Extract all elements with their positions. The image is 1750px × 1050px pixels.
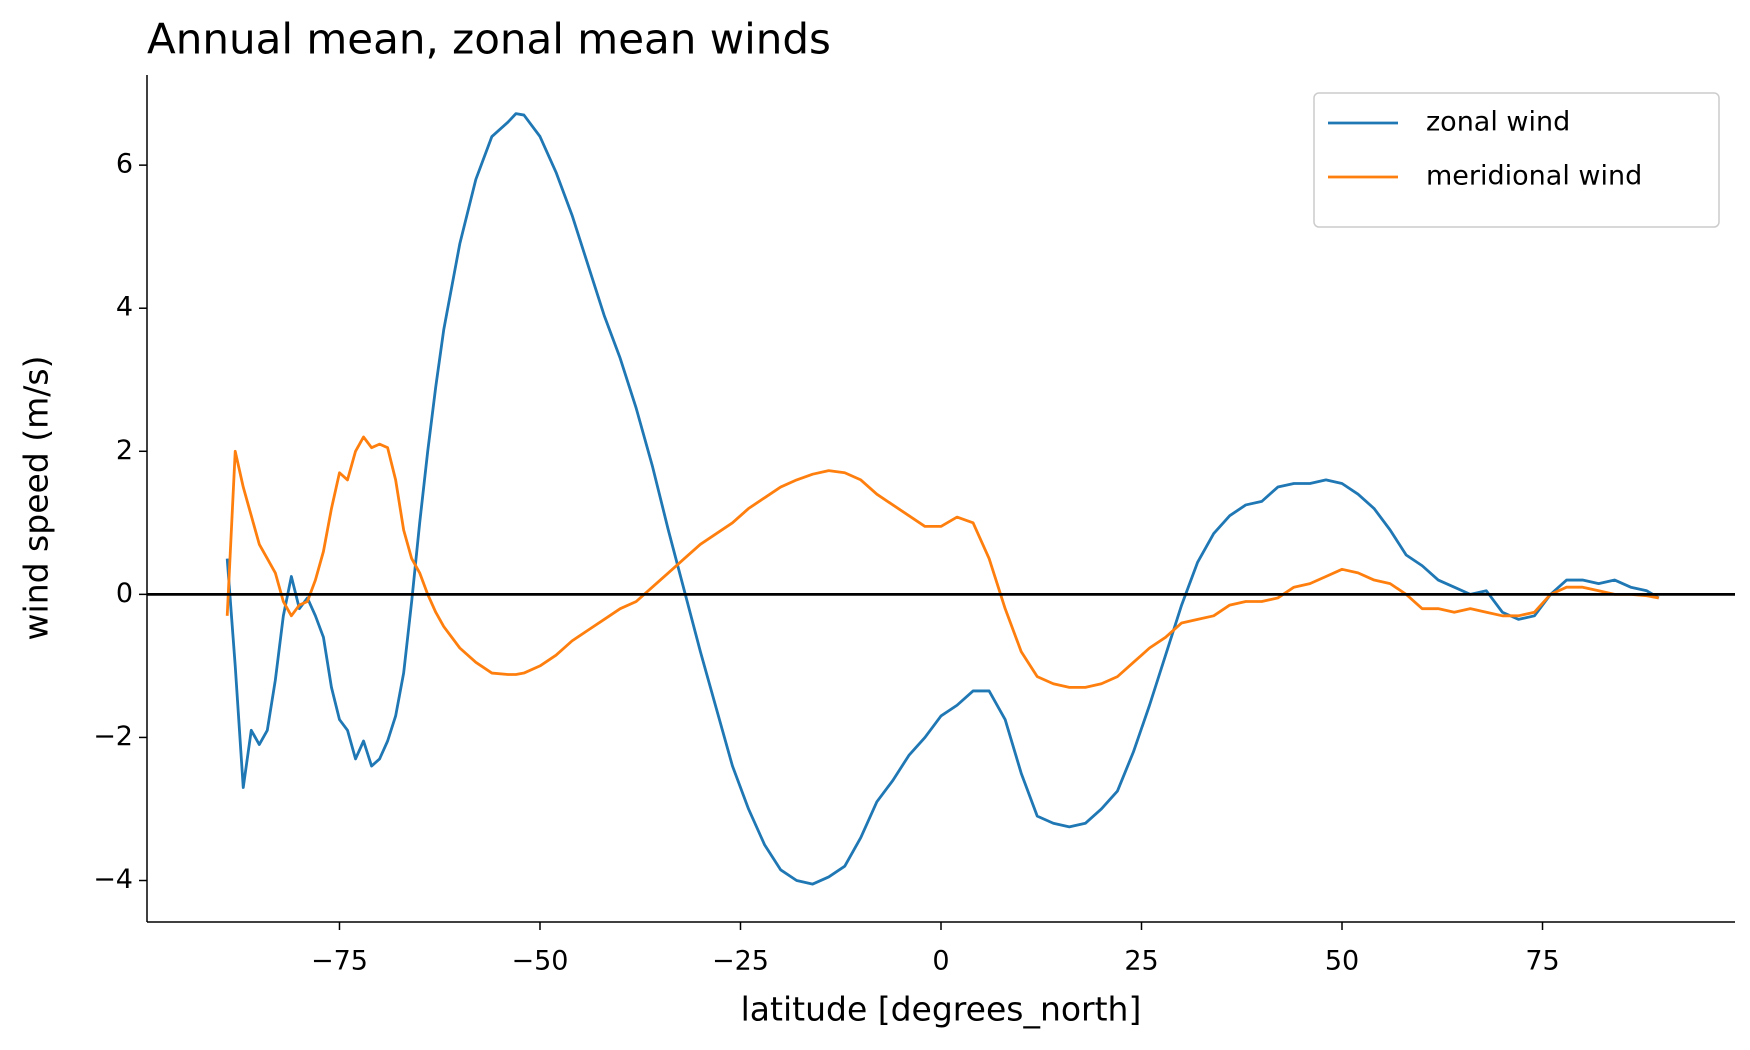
x-tick-label: −25 — [712, 946, 769, 977]
line-series — [225, 112, 1660, 886]
y-tick-label: 6 — [116, 149, 133, 180]
y-tick-label: 4 — [116, 292, 133, 323]
x-axis-label: latitude [degrees_north] — [741, 990, 1142, 1029]
x-tick-label: 75 — [1525, 946, 1559, 977]
x-tick-label: −50 — [511, 946, 568, 977]
x-tick-label: −75 — [311, 946, 368, 977]
y-tick-label: 0 — [116, 578, 133, 609]
legend-label: meridional wind — [1426, 161, 1642, 192]
line-series — [225, 435, 1660, 689]
y-tick-label: 2 — [116, 435, 133, 466]
legend-box — [1313, 92, 1720, 228]
legend-label: zonal wind — [1426, 107, 1570, 138]
x-tick-label: 25 — [1124, 946, 1158, 977]
y-axis-label: wind speed (m/s) — [17, 356, 56, 641]
x-tick-label: 0 — [932, 946, 949, 977]
x-tick-label: 50 — [1325, 946, 1359, 977]
y-tick-label: −4 — [93, 864, 133, 895]
chart-title: Annual mean, zonal mean winds — [147, 15, 831, 64]
y-tick-label: −2 — [93, 721, 133, 752]
legend: zonal wind meridional wind — [1313, 92, 1720, 228]
